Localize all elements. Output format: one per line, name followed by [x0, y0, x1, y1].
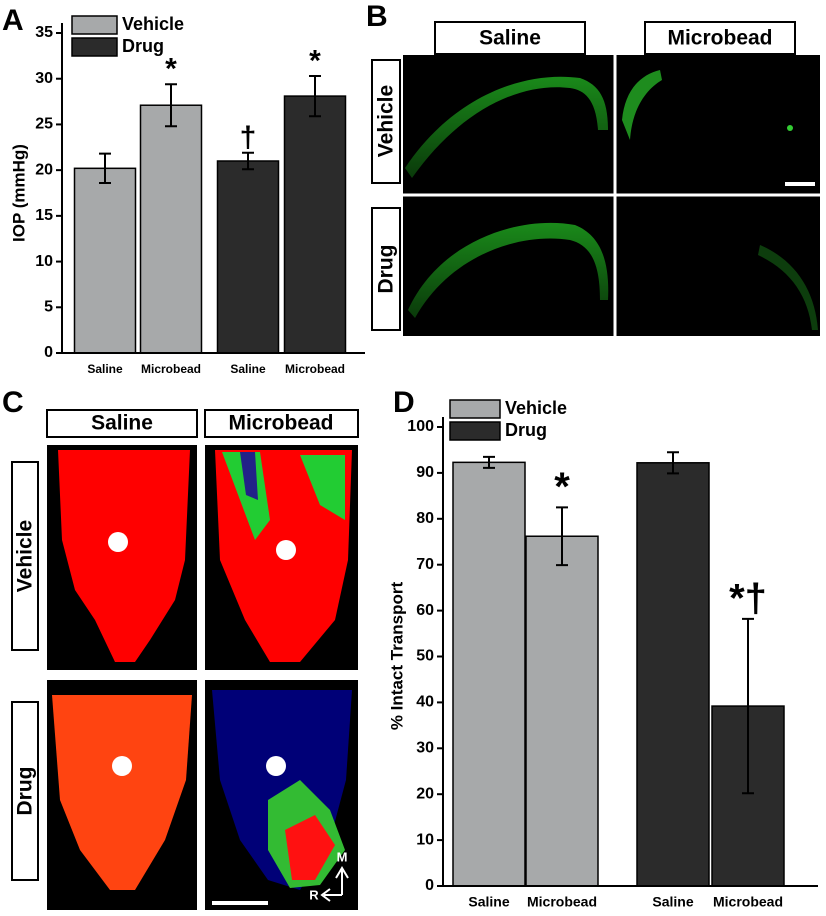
x-tick-label: Microbead: [527, 894, 597, 910]
heatmap-region: [58, 450, 190, 662]
legend-swatch: [449, 421, 501, 441]
y-tick-label: 25: [35, 116, 53, 133]
y-tick-label: 10: [416, 831, 434, 848]
x-tick-label: Saline: [652, 894, 693, 910]
y-tick-label: 20: [416, 785, 434, 802]
bar: [139, 104, 203, 354]
column-box: [204, 409, 359, 438]
row-label: Vehicle: [375, 85, 398, 157]
row-box: [371, 59, 401, 184]
heatmap-region: [300, 455, 345, 520]
y-tick-label: 80: [416, 510, 434, 527]
legend-swatch: [449, 399, 501, 419]
column-label: Saline: [91, 412, 153, 435]
panel-letter: A: [2, 4, 24, 37]
column-label: Microbead: [228, 412, 333, 435]
legend-label: Vehicle: [505, 398, 567, 418]
heatmap-region: [240, 452, 258, 500]
x-tick-label: Microbead: [285, 362, 345, 376]
y-tick-label: 20: [35, 161, 53, 178]
panel-letter: D: [393, 386, 415, 419]
optic-nerve-head: [266, 756, 286, 776]
optic-nerve-head: [276, 540, 296, 560]
row-label: Drug: [375, 245, 398, 294]
significance-marker: *: [309, 44, 321, 77]
legend-swatch: [71, 15, 118, 35]
y-tick-label: 90: [416, 464, 434, 481]
row-box: [11, 701, 39, 881]
retina-signal: [787, 125, 793, 131]
bar: [636, 462, 710, 887]
heatmap-region: [285, 815, 335, 880]
row-label: Vehicle: [14, 520, 37, 592]
panel-letter: B: [366, 0, 388, 33]
orientation-arrows: [320, 866, 349, 902]
panel-letter: C: [2, 386, 24, 419]
bar: [525, 535, 599, 887]
column-box: [644, 21, 796, 55]
y-tick-label: 60: [416, 602, 434, 619]
error-bar: [99, 152, 111, 184]
error-bar: [667, 451, 679, 475]
y-tick-label: 0: [425, 877, 434, 894]
x-tick-label: Saline: [468, 894, 509, 910]
column-box: [46, 409, 198, 438]
retina-signal: [405, 76, 608, 178]
y-tick-label: 35: [35, 24, 53, 41]
y-tick-label: 100: [407, 418, 434, 435]
y-tick-label: 5: [44, 299, 53, 316]
optic-nerve-head: [108, 532, 128, 552]
y-tick-label: 0: [44, 344, 53, 361]
retina-signal: [408, 222, 609, 318]
y-axis-label: IOP (mmHg): [9, 144, 28, 242]
y-tick-label: 50: [416, 648, 434, 665]
row-box: [11, 461, 39, 651]
error-bar: [309, 74, 321, 118]
y-tick-label: 30: [416, 740, 434, 757]
legend-label: Drug: [122, 36, 164, 56]
error-bar: [742, 617, 754, 795]
legend-label: Vehicle: [122, 14, 184, 34]
x-tick-label: Saline: [87, 362, 123, 376]
legend-swatch: [71, 37, 118, 57]
column-box: [434, 21, 586, 55]
significance-marker: *†: [729, 576, 767, 620]
x-tick-label: Saline: [230, 362, 266, 376]
retina-signal: [622, 70, 662, 140]
bar: [452, 461, 526, 887]
column-label: Microbead: [667, 27, 772, 50]
legend-label: Drug: [505, 420, 547, 440]
heatmap-region: [222, 452, 270, 540]
bar: [216, 160, 280, 354]
panel-c: Saline Microbead Vehicle Drug M R: [11, 409, 359, 910]
y-tick-label: 40: [416, 694, 434, 711]
y-tick-label: 10: [35, 253, 53, 270]
error-bar: [165, 83, 177, 128]
retina-signal: [758, 245, 818, 330]
optic-nerve-head: [112, 756, 132, 776]
y-tick-label: 30: [35, 70, 53, 87]
significance-marker: *: [165, 53, 177, 86]
x-tick-label: Microbead: [713, 894, 783, 910]
orientation-label: R: [309, 887, 319, 902]
significance-marker: *: [554, 465, 570, 509]
y-axis-label: % Intact Transport: [387, 582, 406, 731]
x-tick-label: Microbead: [141, 362, 201, 376]
column-label: Saline: [479, 27, 541, 50]
row-box: [371, 207, 401, 331]
significance-marker: †: [240, 121, 257, 154]
error-bar: [242, 151, 254, 171]
orientation-label: M: [337, 849, 348, 864]
y-tick-label: 15: [35, 207, 53, 224]
panel-b: Saline Microbead Vehicle Drug: [371, 21, 820, 336]
heatmap-region: [52, 695, 192, 890]
bar: [73, 167, 137, 354]
error-bar: [483, 455, 495, 469]
bar: [283, 95, 347, 354]
row-label: Drug: [14, 767, 37, 816]
error-bar: [556, 506, 568, 567]
y-tick-label: 70: [416, 556, 434, 573]
